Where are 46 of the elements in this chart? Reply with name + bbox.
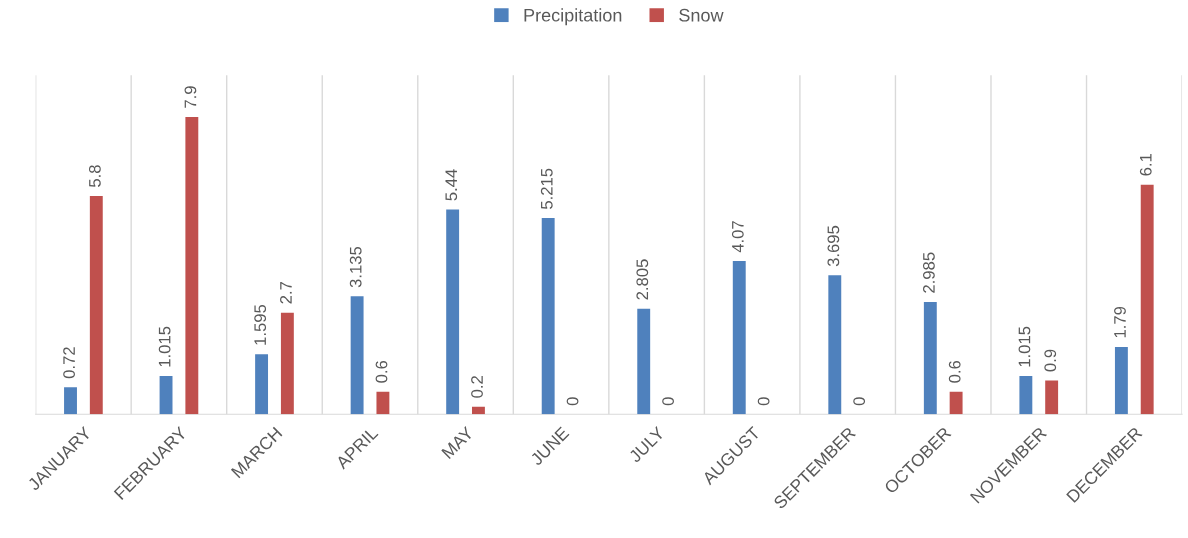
bar [637, 308, 651, 415]
data-label: 0.2 [471, 376, 483, 398]
bar [1045, 380, 1059, 415]
data-label: 2.7 [280, 281, 292, 304]
data-label: 7.9 [184, 86, 197, 108]
data-label: 0 [757, 397, 770, 406]
data-label: 0.72 [63, 347, 75, 379]
data-label: 0 [566, 397, 579, 406]
data-label: 0 [853, 397, 866, 406]
data-label: 5.44 [445, 169, 458, 201]
bar [541, 217, 555, 415]
bar [64, 387, 77, 415]
bar [159, 376, 173, 415]
data-label: 0.9 [1044, 349, 1057, 372]
data-label: 2.985 [923, 252, 935, 293]
data-label: 2.805 [636, 259, 649, 300]
data-label: 0 [662, 397, 674, 406]
bar [949, 391, 963, 415]
bar [1019, 376, 1033, 415]
data-label: 5.215 [540, 168, 553, 209]
bar [828, 275, 842, 415]
data-label: 1.015 [158, 326, 171, 367]
data-label: 1.595 [254, 304, 267, 345]
data-label: 5.8 [88, 165, 101, 187]
bar [446, 209, 460, 415]
bar [255, 354, 269, 415]
legend-label: Snow [679, 8, 724, 22]
data-label: 3.135 [349, 246, 362, 288]
bar [923, 301, 937, 415]
bar [1140, 184, 1154, 415]
data-label: 0.6 [375, 360, 388, 383]
bar [185, 116, 199, 415]
legend-label: Precipitation [524, 8, 622, 26]
bar [1114, 346, 1128, 415]
bar [472, 406, 485, 415]
data-label: 1.015 [1018, 326, 1031, 367]
data-label: 0.6 [948, 360, 961, 383]
data-label: 6.1 [1139, 154, 1152, 176]
bar [89, 195, 103, 415]
data-label: 1.79 [1114, 306, 1126, 338]
bar [732, 261, 746, 415]
bar [376, 391, 390, 415]
data-label: 3.695 [827, 225, 840, 267]
bar [280, 312, 294, 415]
data-label: 4.07 [731, 221, 744, 253]
bar [350, 296, 364, 415]
